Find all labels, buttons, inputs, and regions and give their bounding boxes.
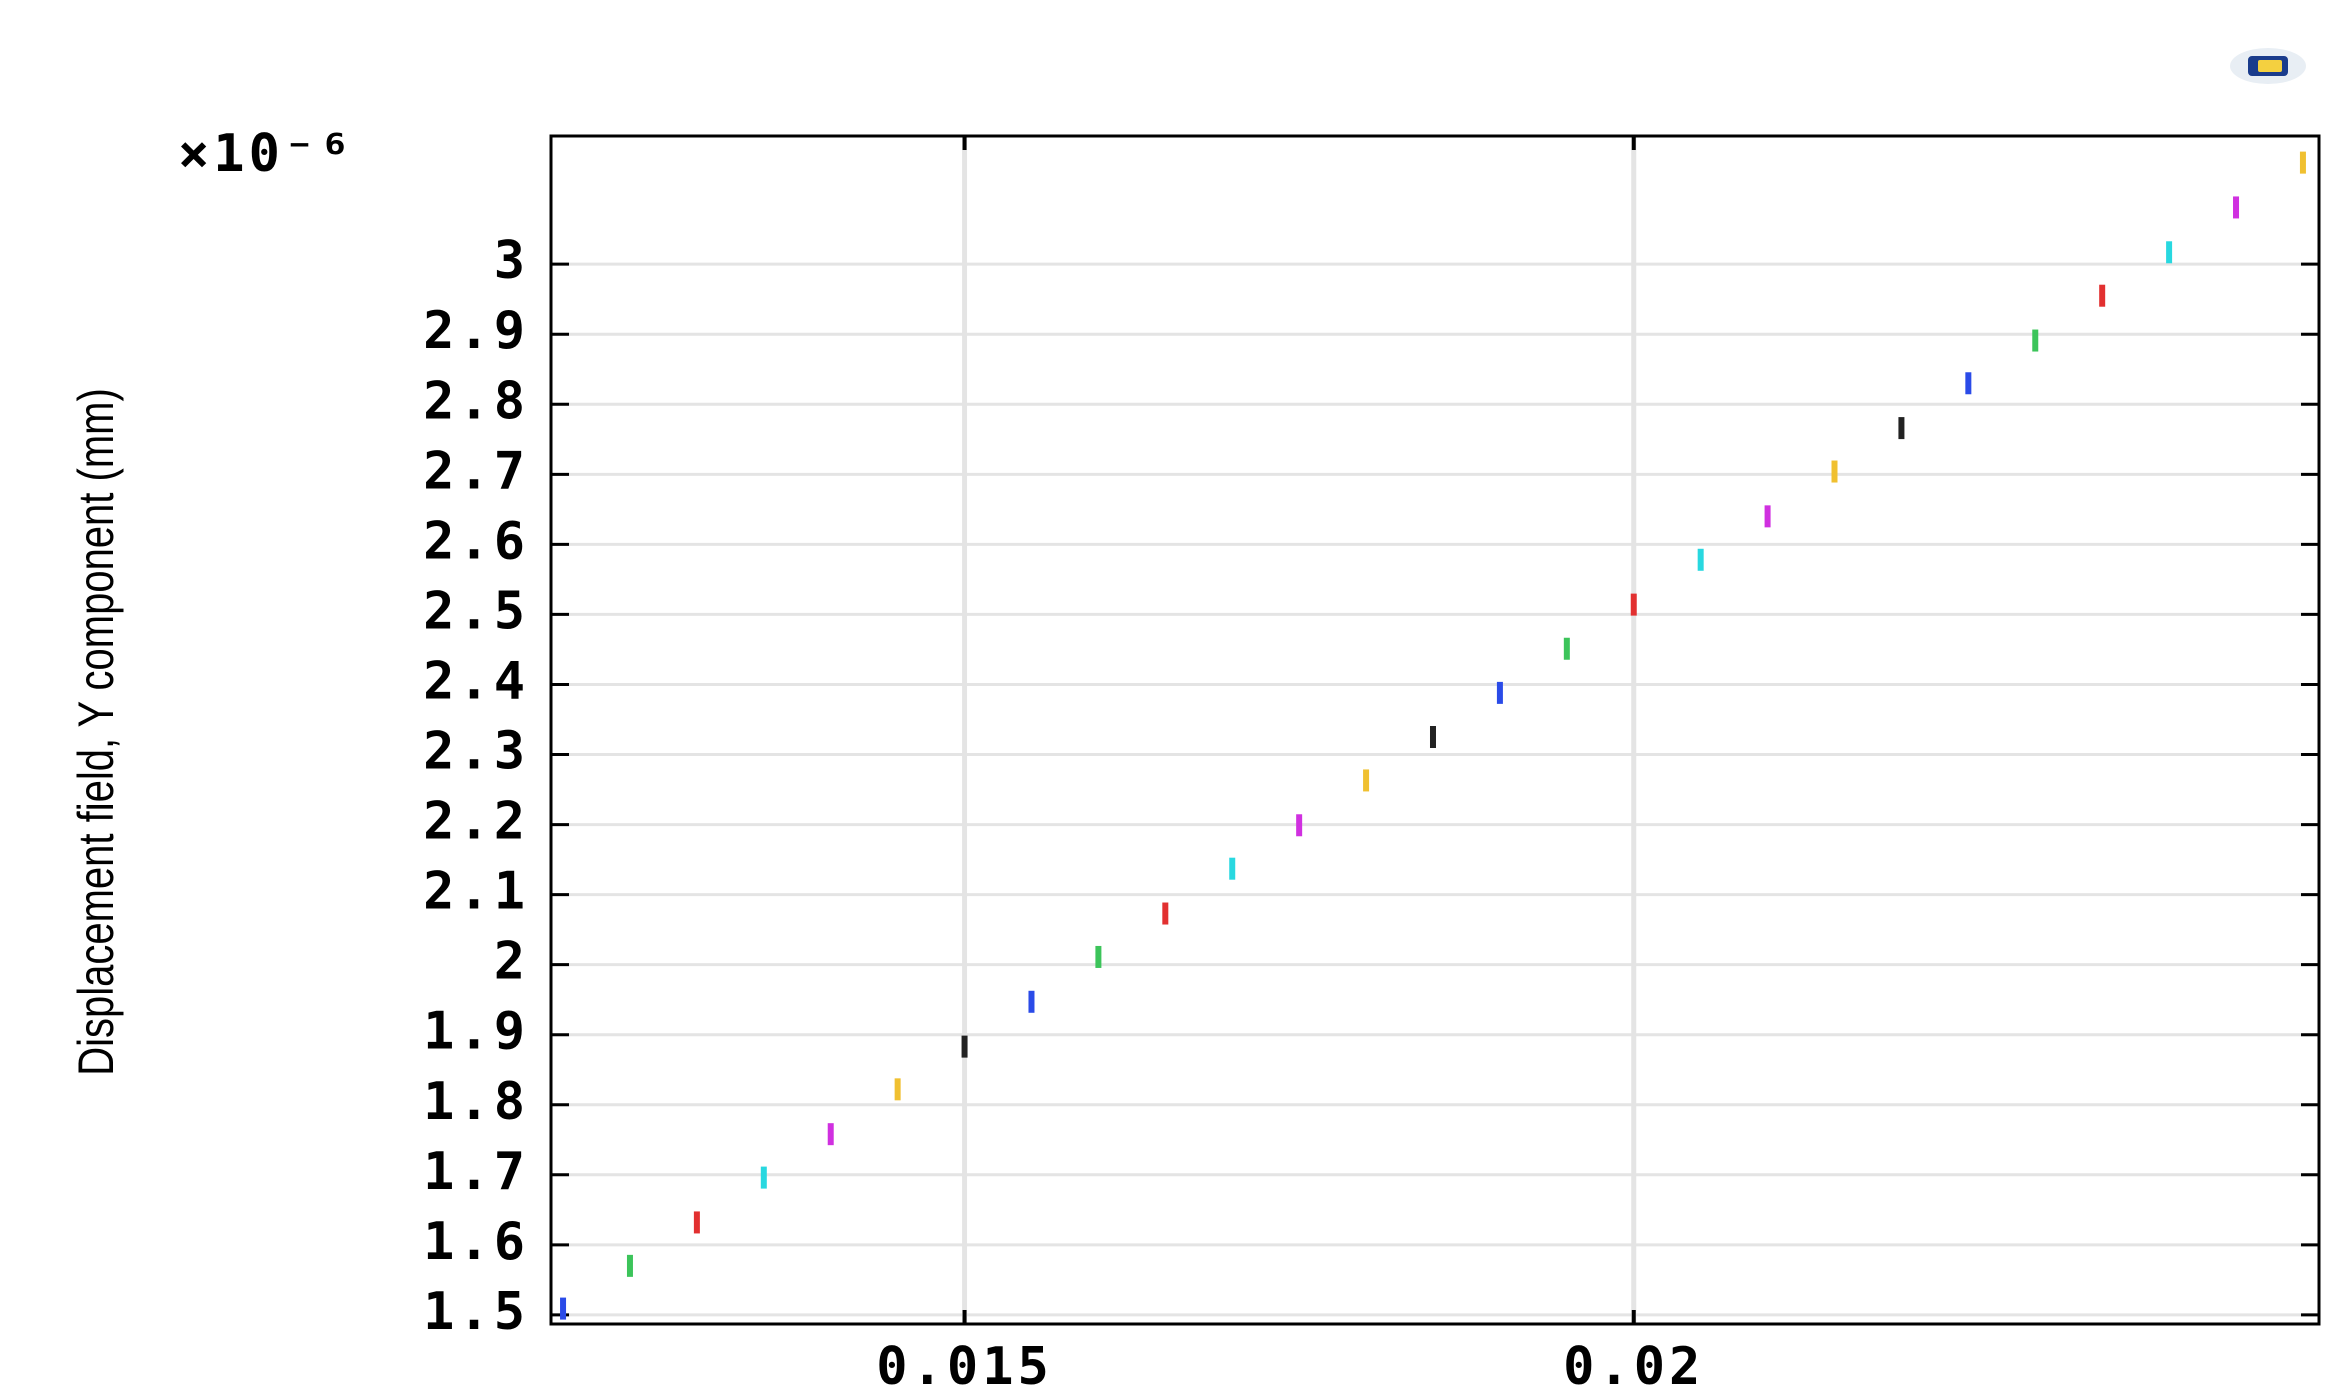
point bbox=[1765, 505, 1771, 527]
point bbox=[2032, 330, 2038, 352]
point bbox=[761, 1167, 767, 1189]
x-tick-label: 0.02 bbox=[1563, 1337, 1704, 1394]
y-tick-label: 2.8 bbox=[423, 371, 529, 431]
y-axis-label: Displacement field, Y component (mm) bbox=[68, 388, 124, 1076]
y-tick-label: 1.8 bbox=[423, 1072, 529, 1132]
point bbox=[1698, 549, 1704, 571]
point bbox=[1832, 461, 1838, 483]
point bbox=[2166, 241, 2172, 263]
y-tick-label: 3 bbox=[494, 231, 529, 291]
y-tick-label: 1.6 bbox=[423, 1212, 529, 1272]
y-tick-label: 2.3 bbox=[423, 722, 529, 782]
point bbox=[1430, 726, 1436, 748]
point bbox=[2300, 152, 2306, 174]
y-tick-label: 1.7 bbox=[423, 1142, 529, 1202]
y-tick-label: 2 bbox=[494, 932, 529, 992]
point bbox=[828, 1123, 834, 1145]
y-tick-label: 2.7 bbox=[423, 441, 529, 501]
point bbox=[1229, 858, 1235, 880]
x-tick-label: 0.015 bbox=[876, 1337, 1053, 1394]
y-tick-label: 2.9 bbox=[423, 301, 529, 361]
point bbox=[1095, 946, 1101, 968]
point bbox=[962, 1036, 968, 1058]
point bbox=[694, 1211, 700, 1233]
logo bbox=[2230, 48, 2306, 84]
y-tick-label: 2.4 bbox=[423, 651, 529, 711]
point bbox=[1965, 372, 1971, 394]
y-tick-label: 2.2 bbox=[423, 792, 529, 852]
point bbox=[560, 1298, 566, 1320]
y-tick-label: 2.6 bbox=[423, 511, 529, 571]
point bbox=[2099, 285, 2105, 307]
y-tick-label: 1.9 bbox=[423, 1002, 529, 1062]
point bbox=[2233, 196, 2239, 218]
y-tick-label: 2.1 bbox=[423, 862, 529, 922]
y-tick-label: 1.5 bbox=[423, 1282, 529, 1342]
point bbox=[1028, 991, 1034, 1013]
point bbox=[1296, 814, 1302, 836]
point bbox=[1363, 769, 1369, 791]
point bbox=[1564, 638, 1570, 660]
point bbox=[895, 1078, 901, 1100]
point bbox=[1497, 682, 1503, 704]
y-tick-label: 2.5 bbox=[423, 581, 529, 641]
y-scale-label: ×10⁻⁶ bbox=[178, 124, 355, 184]
chart: Displacement field, Y component (mm) ×10… bbox=[0, 0, 2341, 1394]
point bbox=[1898, 417, 1904, 439]
point bbox=[627, 1255, 633, 1277]
point bbox=[1162, 903, 1168, 925]
point bbox=[1631, 594, 1637, 616]
